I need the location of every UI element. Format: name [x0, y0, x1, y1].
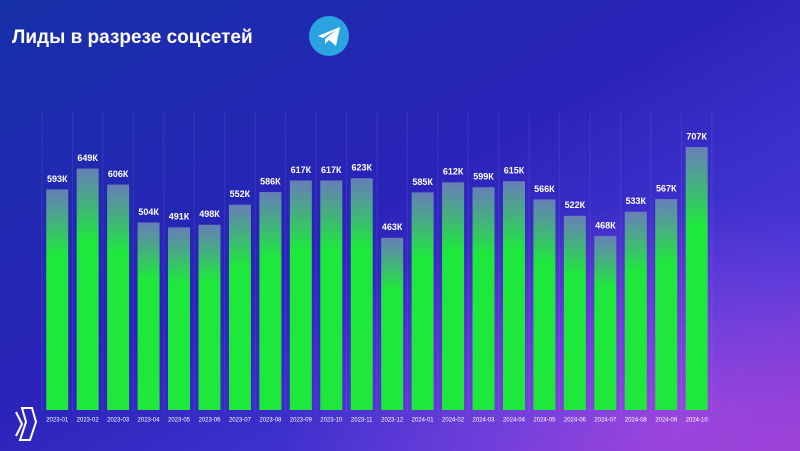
- x-tick-label: 2023-12: [381, 418, 404, 424]
- bar: [533, 199, 556, 410]
- x-tick-label: 2024-08: [625, 418, 648, 424]
- x-tick-label: 2023-10: [320, 418, 343, 424]
- bar: [76, 168, 99, 410]
- x-tick-label: 2024-04: [503, 418, 526, 424]
- bar: [381, 237, 404, 410]
- x-tick-label: 2023-02: [77, 418, 100, 424]
- x-tick-label: 2023-06: [198, 418, 221, 424]
- logo: [15, 407, 38, 441]
- bar: [228, 204, 251, 410]
- value-label: 533К: [626, 196, 647, 206]
- value-label: 586К: [260, 176, 281, 186]
- bar: [259, 192, 282, 410]
- value-label: 566К: [534, 184, 555, 194]
- x-tick-label: 2024-07: [594, 418, 617, 424]
- value-label: 617К: [291, 165, 312, 175]
- value-label: 491К: [169, 212, 190, 222]
- x-tick-label: 2024-09: [655, 418, 678, 424]
- bar: [563, 215, 586, 410]
- value-label: 552К: [230, 189, 251, 199]
- bar: [350, 178, 373, 410]
- bar: [320, 180, 343, 410]
- bar: [168, 227, 191, 410]
- x-tick-label: 2023-11: [351, 418, 373, 424]
- value-label: 623К: [351, 163, 372, 173]
- bar: [198, 224, 221, 410]
- bar: [472, 187, 495, 410]
- value-label: 615К: [504, 166, 525, 176]
- value-label: 707К: [686, 131, 707, 141]
- bar: [289, 180, 312, 410]
- value-label: 606К: [108, 169, 129, 179]
- value-label: 612К: [443, 167, 464, 177]
- value-label: 593К: [47, 174, 68, 184]
- value-label: 617К: [321, 165, 342, 175]
- value-label: 463К: [382, 222, 403, 232]
- x-tick-label: 2024-05: [533, 418, 556, 424]
- bar: [107, 184, 130, 410]
- x-tick-label: 2023-08: [259, 418, 282, 424]
- bar: [624, 211, 647, 410]
- bar: [655, 199, 678, 410]
- x-tick-label: 2023-04: [138, 418, 161, 424]
- x-tick-label: 2023-05: [168, 418, 191, 424]
- x-tick-label: 2024-01: [412, 418, 435, 424]
- value-label: 567К: [656, 183, 677, 193]
- bar: [411, 192, 434, 410]
- value-label: 522К: [565, 200, 586, 210]
- chart-title: Лиды в разрезе соцсетей: [12, 27, 253, 48]
- plot: 2023-01 593К 2023-02 649К 2023-03 606К 2023-04…: [41, 112, 713, 424]
- bar: [137, 222, 160, 410]
- value-label: 649К: [77, 153, 98, 163]
- value-label: 468К: [595, 220, 616, 230]
- value-label: 599К: [473, 172, 494, 182]
- x-tick-label: 2023-07: [229, 418, 252, 424]
- bar: [46, 189, 69, 410]
- value-label: 504К: [138, 207, 159, 217]
- bar: [594, 235, 617, 410]
- value-label: 498К: [199, 209, 220, 219]
- x-tick-label: 2024-10: [686, 418, 709, 424]
- x-tick-label: 2023-03: [107, 418, 130, 424]
- x-tick-label: 2024-02: [442, 418, 465, 424]
- telegram-icon: [309, 16, 349, 56]
- x-tick-label: 2023-01: [46, 418, 69, 424]
- bar: [502, 181, 525, 410]
- bar: [442, 182, 465, 410]
- x-tick-label: 2024-06: [564, 418, 587, 424]
- value-label: 585К: [412, 177, 433, 187]
- bar: [685, 147, 708, 410]
- x-tick-label: 2023-09: [290, 418, 313, 424]
- x-tick-label: 2024-03: [473, 418, 496, 424]
